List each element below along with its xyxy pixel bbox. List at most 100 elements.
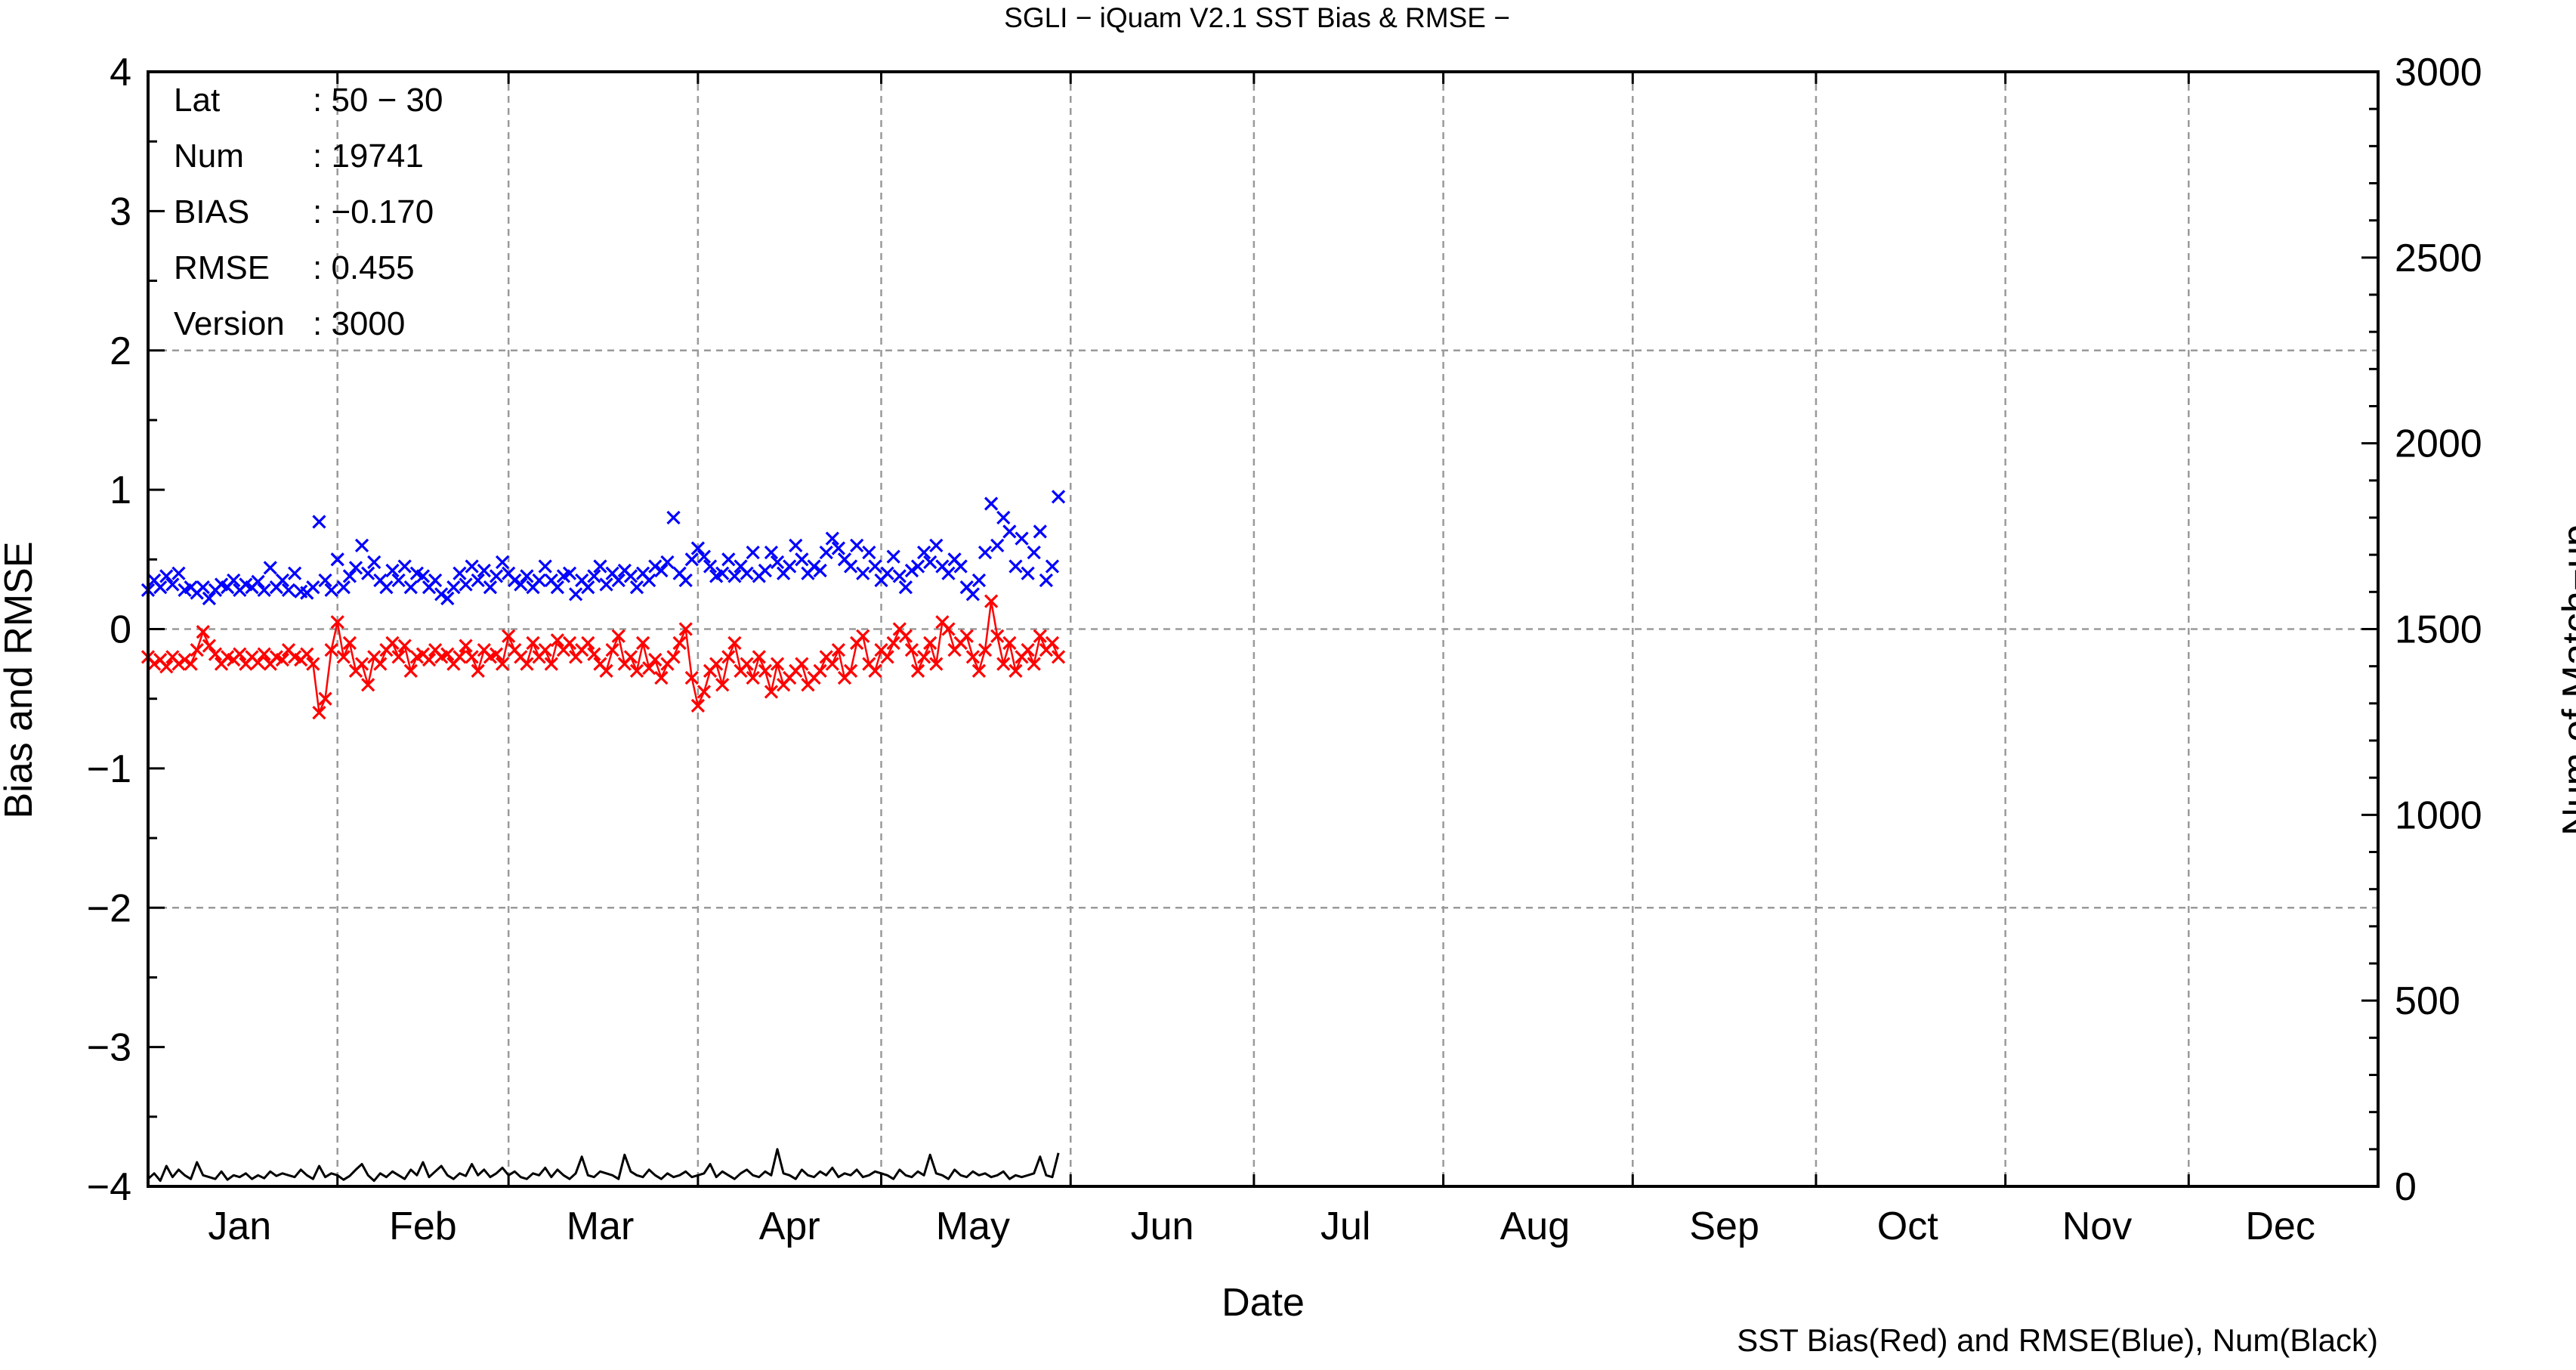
data-point-marker <box>465 650 479 664</box>
data-point-marker <box>587 569 601 583</box>
y2-tick-label: 1000 <box>2395 793 2482 837</box>
data-point-marker <box>678 573 693 588</box>
data-point-marker <box>795 657 809 671</box>
data-point-marker <box>843 559 858 574</box>
chart-title: SGLI − iQuam V2.1 SST Bias & RMSE − <box>1004 2 1510 33</box>
data-point-marker <box>953 559 968 574</box>
data-point-marker <box>868 663 882 678</box>
data-point-marker <box>171 657 186 671</box>
data-point-marker <box>929 657 944 671</box>
data-point-marker <box>1027 657 1041 671</box>
data-point-marker <box>440 591 455 606</box>
data-point-marker <box>1027 545 1041 560</box>
data-point-marker <box>415 569 431 583</box>
data-point-marker <box>159 660 174 674</box>
x-tick-label: Jan <box>208 1205 271 1248</box>
data-point-marker <box>910 559 925 574</box>
data-point-marker <box>324 643 338 657</box>
data-point-marker <box>666 650 681 664</box>
x-tick-label: Apr <box>759 1205 820 1248</box>
data-point-marker <box>153 580 168 595</box>
data-point-marker <box>354 538 369 553</box>
y2-tick-label: 500 <box>2395 979 2460 1023</box>
data-point-marker <box>257 583 271 598</box>
data-point-marker <box>690 541 706 555</box>
data-point-marker <box>880 566 894 580</box>
stat-key: Version <box>174 305 285 342</box>
data-point-marker <box>978 545 993 560</box>
data-point-marker <box>275 652 290 667</box>
data-point-marker <box>709 657 724 671</box>
stat-key: RMSE <box>174 249 270 286</box>
data-point-marker <box>452 566 467 580</box>
data-point-marker <box>629 580 644 595</box>
data-point-marker <box>263 561 277 575</box>
x-tick-label: Jun <box>1131 1205 1194 1248</box>
data-point-marker <box>1021 566 1035 580</box>
data-point-marker <box>904 563 919 578</box>
data-point-marker <box>758 563 772 578</box>
stat-value: : 0.455 <box>313 249 415 286</box>
data-point-marker <box>196 580 210 595</box>
data-point-marker <box>856 629 870 643</box>
data-point-marker <box>489 647 504 661</box>
data-point-marker <box>990 538 1005 553</box>
data-point-marker <box>422 652 437 667</box>
y2-tick-label: 1500 <box>2395 608 2482 652</box>
data-point-marker <box>654 670 669 685</box>
data-point-marker <box>465 559 479 574</box>
data-point-marker <box>1033 629 1047 643</box>
data-point-marker <box>697 685 712 699</box>
data-point-marker <box>208 647 223 661</box>
data-point-marker <box>538 559 552 574</box>
data-point-marker <box>520 657 534 671</box>
data-point-marker <box>831 643 846 657</box>
data-point-marker <box>703 559 718 574</box>
y-tick-label: 2 <box>110 329 131 373</box>
data-point-marker <box>941 566 956 580</box>
data-point-marker <box>660 555 675 570</box>
data-point-marker <box>984 496 999 511</box>
data-point-marker <box>562 566 577 580</box>
x-tick-label: May <box>936 1205 1010 1248</box>
data-point-marker <box>165 577 180 592</box>
data-point-marker <box>758 663 772 678</box>
data-point-marker <box>397 639 412 653</box>
data-point-marker <box>916 545 931 560</box>
data-point-marker <box>611 573 625 588</box>
data-point-marker <box>361 678 375 692</box>
stat-value: : 50 − 30 <box>313 82 443 119</box>
x-tick-label: Jul <box>1320 1205 1370 1248</box>
data-point-marker <box>819 545 833 560</box>
data-point-marker <box>202 591 217 606</box>
data-point-marker <box>984 594 999 608</box>
data-point-marker <box>941 622 956 636</box>
data-point-marker <box>648 652 663 667</box>
data-point-marker <box>190 643 204 657</box>
data-point-marker <box>281 583 296 598</box>
data-point-marker <box>868 559 882 574</box>
data-point-marker <box>562 636 577 651</box>
data-point-marker <box>336 580 351 595</box>
data-point-marker <box>178 652 192 667</box>
data-point-marker <box>440 647 455 661</box>
data-point-marker <box>227 573 241 588</box>
data-point-marker <box>996 657 1011 671</box>
stats-box: Lat: 50 − 30 Num: 19741 BIAS: −0.170 RMSE: … <box>174 82 443 342</box>
x-tick-label: Nov <box>2062 1205 2132 1248</box>
data-point-marker <box>831 541 846 555</box>
data-point-marker <box>599 663 613 678</box>
data-point-marker <box>391 573 406 588</box>
data-point-marker <box>654 563 669 578</box>
data-point-marker <box>471 573 485 588</box>
data-point-marker <box>1033 524 1047 539</box>
data-point-marker <box>770 657 785 671</box>
stat-value: : 19741 <box>313 138 424 175</box>
data-point-marker <box>923 636 937 651</box>
series-2 <box>147 1148 1060 1183</box>
data-point-marker <box>233 647 247 661</box>
data-point-marker <box>672 636 687 651</box>
data-point-marker <box>348 561 363 575</box>
data-point-marker <box>312 705 326 720</box>
data-point-marker <box>251 574 265 589</box>
